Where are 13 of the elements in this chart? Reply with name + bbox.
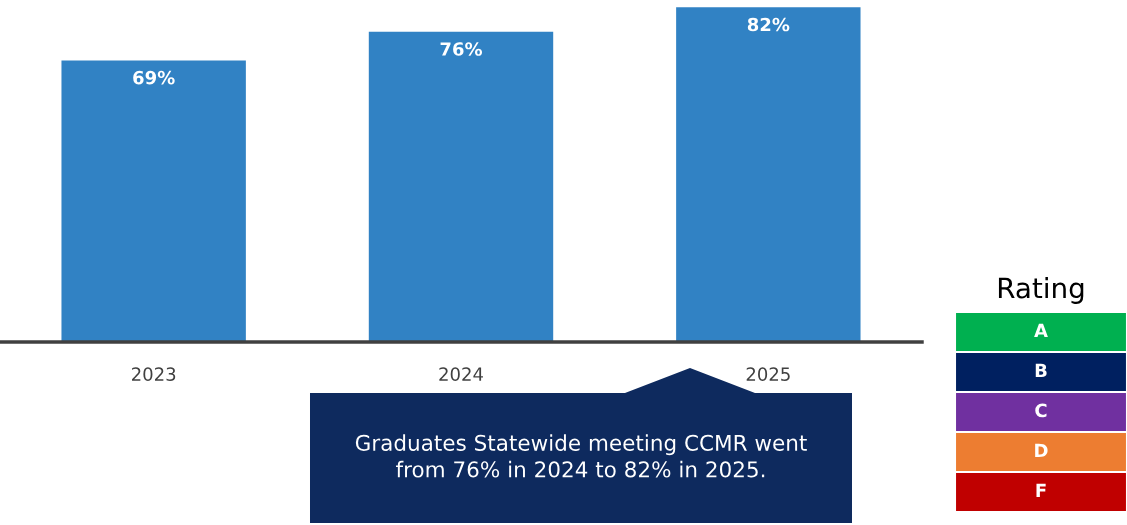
category-label: B xyxy=(1035,363,1047,377)
text: Rating xyxy=(998,277,1084,304)
data-label: 76% xyxy=(440,42,483,56)
category-label: C xyxy=(1035,403,1047,418)
text: Graduates Statewide meeting CCMR went from 76% in 2024 to 82% in 2025. xyxy=(355,434,807,478)
category-label: F xyxy=(1036,483,1046,497)
x-tick-label: 2024 xyxy=(439,367,483,381)
category-label: D xyxy=(1035,443,1048,457)
data-label: 82% xyxy=(747,17,790,32)
x-tick-label: 2025 xyxy=(746,367,790,381)
x-tick-label: 2023 xyxy=(132,367,176,381)
data-label: 69% xyxy=(133,70,175,85)
category-label: A xyxy=(1034,323,1048,337)
